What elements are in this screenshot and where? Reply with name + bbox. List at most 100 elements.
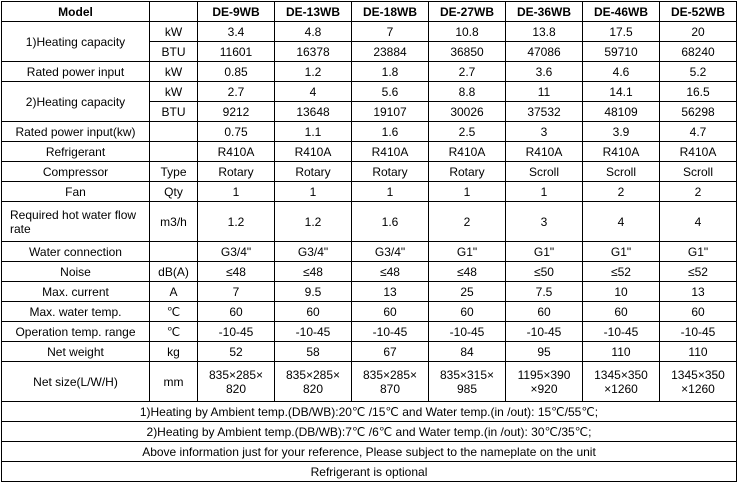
row-label: 1)Heating capacity — [1, 21, 150, 62]
value-cell: 835×285×820 — [197, 361, 275, 402]
table-row: 1)Heating by Ambient temp.(DB/WB):20℃ /1… — [1, 401, 737, 422]
value-cell: 7 — [197, 281, 275, 302]
value-cell: 16.5 — [659, 81, 737, 102]
value-cell: 1 — [274, 181, 352, 202]
table-row: Max. current A 7 9.5 13 25 7.5 10 13 — [1, 281, 737, 302]
value-cell: 835×285×870 — [351, 361, 429, 402]
table-row: 1)Heating capacity kW 3.4 4.8 7 10.8 13.8 17.5 2… — [1, 21, 737, 62]
value-cell: 1 — [505, 181, 583, 202]
value-cell: 60 — [428, 301, 506, 322]
value-cell: ≤48 — [428, 261, 506, 282]
value-cell: 1.1 — [274, 121, 352, 142]
note: Above information just for your referenc… — [1, 441, 737, 462]
value-cell: 9.5 — [274, 281, 352, 302]
value-cell: 1 — [197, 181, 275, 202]
value-cell: 3.6 — [505, 61, 583, 82]
value-cell: 7 — [351, 21, 429, 42]
header-blank — [149, 1, 198, 22]
model-name: DE-18WB — [351, 1, 429, 22]
value-cell: 60 — [274, 301, 352, 322]
row-unit: dB(A) — [149, 261, 198, 282]
value-cell: ≤48 — [351, 261, 429, 282]
table-row: Water connection G3/4" G3/4" G3/4" G1" G1" G1"… — [1, 241, 737, 262]
row-label: Max. water temp. — [1, 301, 150, 322]
value-cell: Scroll — [505, 161, 583, 182]
value-cell: Scroll — [659, 161, 737, 182]
value-cell: 4 — [274, 81, 352, 102]
table-row: Fan Qty 1 1 1 1 1 2 2 — [1, 181, 737, 202]
value-cell: 60 — [505, 301, 583, 322]
value-cell: ≤48 — [197, 261, 275, 282]
value-cell: 7.5 — [505, 281, 583, 302]
table-row: Net size(L/W/H) mm 835×285×820 835×285×820 8… — [1, 361, 737, 402]
value-cell: 4 — [582, 201, 660, 242]
value-cell: R410A — [505, 141, 583, 162]
value-cell: 58 — [274, 341, 352, 362]
table-row: BTU 11601 16378 23884 36850 47086 59710 68240 — [2, 41, 737, 62]
row-unit: ℃ — [149, 321, 198, 342]
value-cell: 13 — [659, 281, 737, 302]
value-cell: 1 — [351, 181, 429, 202]
value-cell: 60 — [582, 301, 660, 322]
value-cell: 20 — [659, 21, 737, 42]
cell-text: 835×285×820 — [285, 367, 341, 396]
value-cell: ≤52 — [582, 261, 660, 282]
value-cell: 84 — [428, 341, 506, 362]
row-unit: ℃ — [149, 301, 198, 322]
value-cell: G1" — [659, 241, 737, 262]
value-cell: R410A — [428, 141, 506, 162]
row-label: Net weight — [1, 341, 150, 362]
value-cell: 14.1 — [582, 81, 660, 102]
table-row: 2)Heating by Ambient temp.(DB/WB):7℃ /6℃… — [1, 421, 737, 442]
row-label: Required hot water flow rate — [1, 201, 150, 242]
value-cell: -10-45 — [505, 321, 583, 342]
value-cell: 1345×350×1260 — [582, 361, 660, 402]
value-cell: Rotary — [428, 161, 506, 182]
row-label: Refrigerant — [1, 141, 150, 162]
value-cell: R410A — [659, 141, 737, 162]
value-cell: 17.5 — [582, 21, 660, 42]
value-cell: 4.7 — [659, 121, 737, 142]
row-unit: mm — [149, 361, 198, 402]
value-cell: 3.9 — [582, 121, 660, 142]
note: 1)Heating by Ambient temp.(DB/WB):20℃ /1… — [1, 401, 737, 422]
row-unit — [149, 141, 198, 162]
value-cell: 23884 — [351, 41, 429, 62]
table-row: Model DE-9WB DE-13WB DE-18WB DE-27WB DE-36WB D… — [1, 1, 737, 22]
row-unit: kW — [149, 81, 198, 102]
value-cell: 67 — [351, 341, 429, 362]
row-unit: Qty — [149, 181, 198, 202]
row-label: Compressor — [1, 161, 150, 182]
value-cell: 3 — [505, 201, 583, 242]
value-cell: 1195×390×920 — [505, 361, 583, 402]
value-cell: -10-45 — [582, 321, 660, 342]
value-cell: 2.7 — [428, 61, 506, 82]
value-cell: 110 — [659, 341, 737, 362]
table-row: Refrigerant is optional — [1, 461, 737, 482]
value-cell: 2.5 — [428, 121, 506, 142]
row-unit: kg — [149, 341, 198, 362]
table-row: Rated power input kW 0.85 1.2 1.8 2.7 3.6 4.6 5.… — [1, 61, 737, 82]
value-cell: G3/4" — [197, 241, 275, 262]
note: Refrigerant is optional — [1, 461, 737, 482]
value-cell: 5.2 — [659, 61, 737, 82]
row-label: Water connection — [1, 241, 150, 262]
value-cell: 59710 — [582, 41, 660, 62]
value-cell: Rotary — [351, 161, 429, 182]
table-row: Above information just for your referenc… — [1, 441, 737, 462]
value-cell: -10-45 — [197, 321, 275, 342]
value-cell: 1.6 — [351, 121, 429, 142]
value-cell: 835×285×820 — [274, 361, 352, 402]
value-cell: -10-45 — [428, 321, 506, 342]
value-cell: 2.7 — [197, 81, 275, 102]
value-cell: G1" — [505, 241, 583, 262]
table-row: BTU 9212 13648 19107 30026 37532 48109 56298 — [2, 101, 737, 122]
value-cell: 13 — [351, 281, 429, 302]
model-name: DE-46WB — [582, 1, 660, 22]
value-cell: G3/4" — [351, 241, 429, 262]
value-cell: 4 — [659, 201, 737, 242]
value-cell: 13648 — [274, 101, 352, 122]
value-cell: 56298 — [659, 101, 737, 122]
value-cell: R410A — [582, 141, 660, 162]
